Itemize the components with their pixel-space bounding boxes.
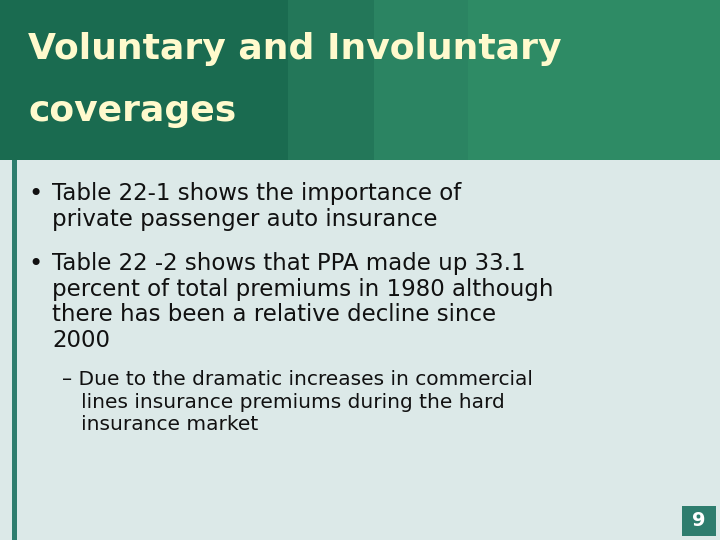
Bar [0,0,374,160]
Text: lines insurance premiums during the hard: lines insurance premiums during the hard [62,393,505,411]
Bar [288,0,468,160]
Text: coverages: coverages [28,94,236,128]
Text: Table 22-1 shows the importance of: Table 22-1 shows the importance of [52,182,462,205]
Text: 2000: 2000 [52,329,110,352]
Text: Voluntary and Involuntary: Voluntary and Involuntary [28,32,562,66]
Bar [12,160,17,540]
Text: Table 22 -2 shows that PPA made up 33.1: Table 22 -2 shows that PPA made up 33.1 [52,252,526,275]
Text: insurance market: insurance market [62,415,258,434]
Text: – Due to the dramatic increases in commercial: – Due to the dramatic increases in comme… [62,370,533,389]
Bar [682,506,716,536]
Text: there has been a relative decline since: there has been a relative decline since [52,303,496,326]
Text: percent of total premiums in 1980 although: percent of total premiums in 1980 althou… [52,278,554,301]
Text: 9: 9 [692,511,706,530]
Bar [374,0,720,160]
Text: •: • [28,252,42,276]
Bar [0,160,720,540]
Text: •: • [28,182,42,206]
Text: private passenger auto insurance: private passenger auto insurance [52,207,438,231]
